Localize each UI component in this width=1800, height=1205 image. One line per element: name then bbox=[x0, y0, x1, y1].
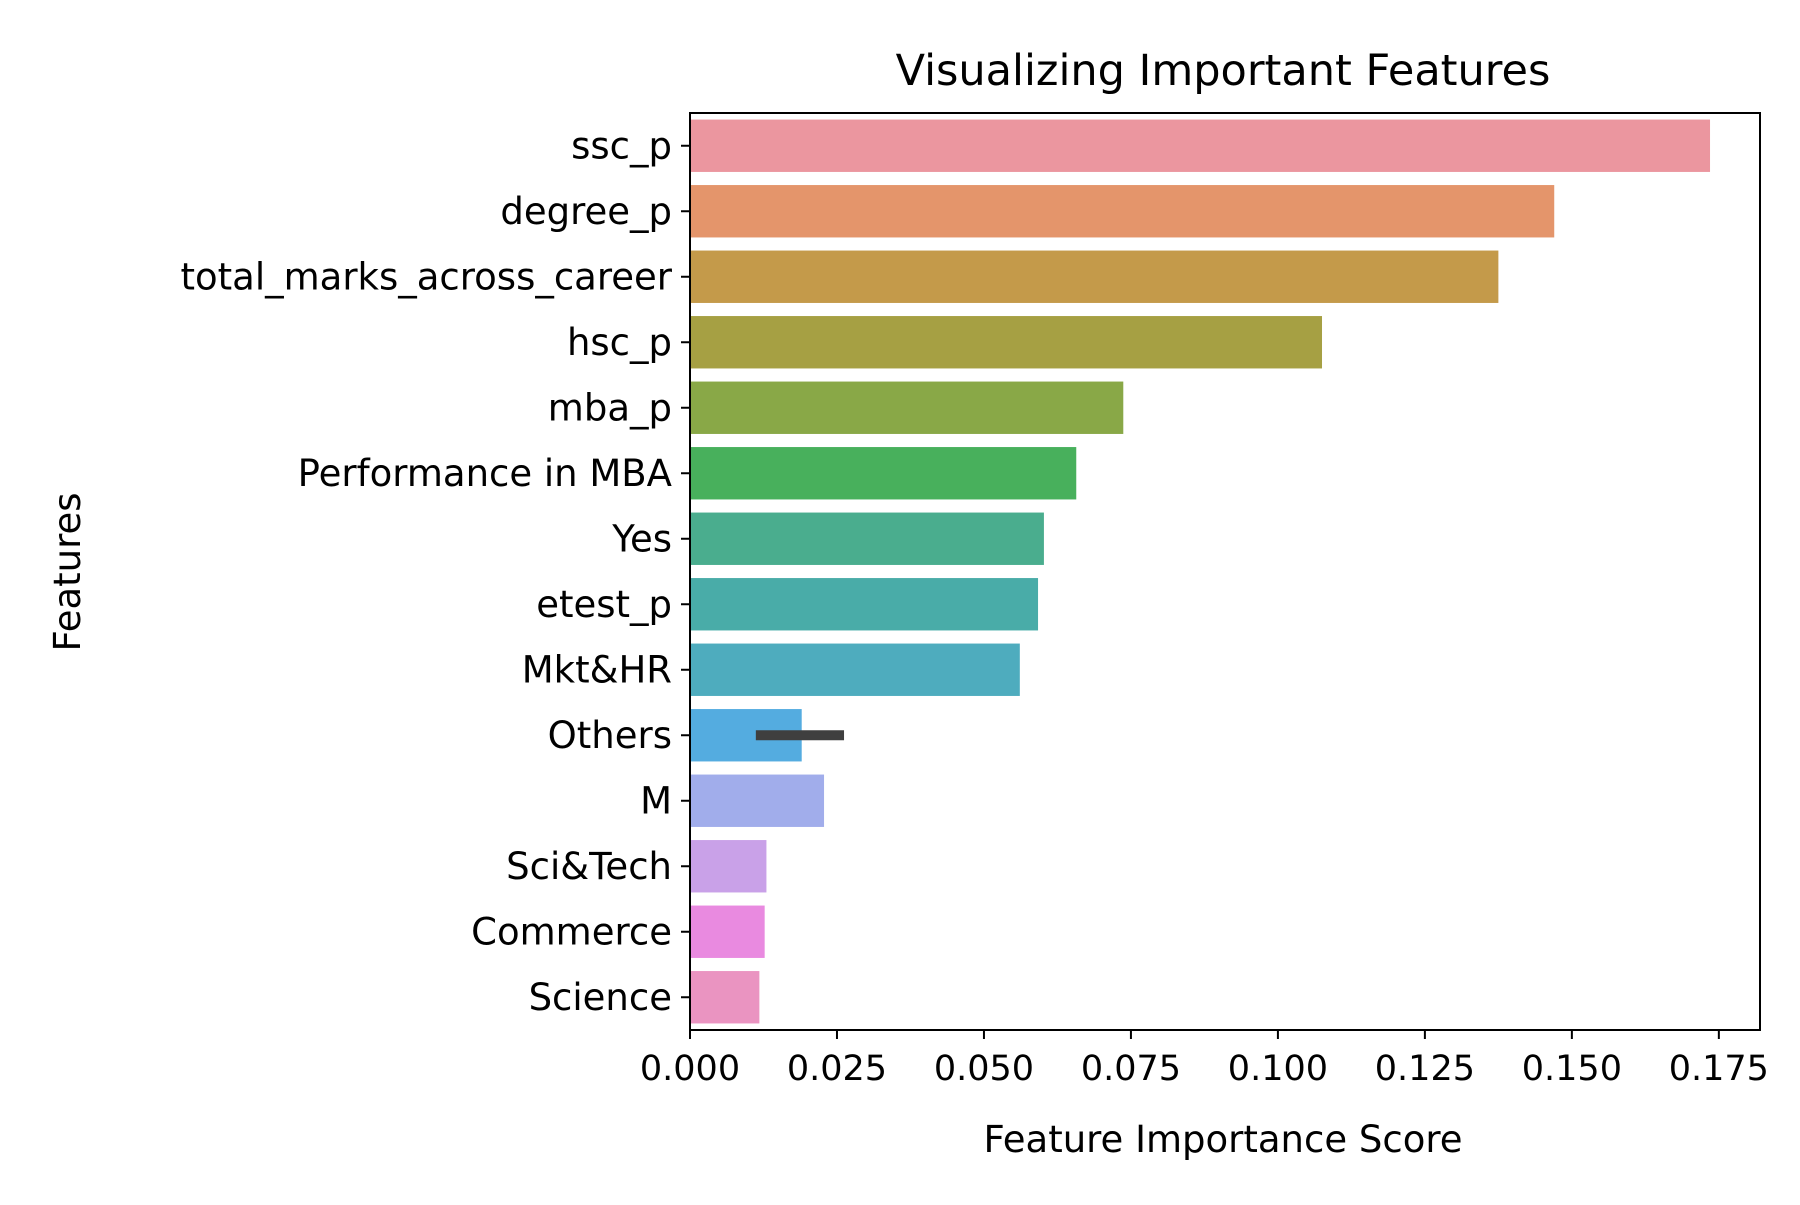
x-tick-label: 0.150 bbox=[1522, 1049, 1622, 1089]
x-tick-label: 0.050 bbox=[934, 1049, 1034, 1089]
y-tick-label: M bbox=[640, 779, 672, 822]
bars-group bbox=[690, 119, 1711, 1024]
y-axis-title: Features bbox=[46, 492, 89, 651]
plot-frame bbox=[689, 112, 1761, 1031]
x-tick-label: 0.025 bbox=[787, 1049, 887, 1089]
bar-science bbox=[690, 971, 760, 1024]
bar-mkt-and-hr bbox=[690, 643, 1020, 696]
y-tick-label: Science bbox=[529, 976, 672, 1019]
x-axis: 0.000 0.025 0.050 0.075 0.100 0.125 0.150 0.175 bbox=[640, 1030, 1769, 1089]
y-tick-label: etest_p bbox=[536, 583, 672, 626]
y-tick-label: degree_p bbox=[500, 190, 672, 233]
y-tick-label: Mkt&HR bbox=[522, 648, 672, 691]
y-tick-label: Commerce bbox=[471, 910, 672, 953]
y-tick-label: Yes bbox=[611, 517, 672, 560]
bar-degree-p bbox=[690, 185, 1555, 238]
x-axis-title: Feature Importance Score bbox=[984, 1118, 1463, 1161]
bar-ssc-p bbox=[690, 119, 1711, 172]
bar-m bbox=[690, 774, 825, 827]
y-tick-label: total_marks_across_career bbox=[181, 255, 673, 298]
bar-mba-p bbox=[690, 381, 1124, 434]
y-tick-label: hsc_p bbox=[567, 321, 672, 364]
bar-etest-p bbox=[690, 578, 1039, 631]
y-tick-label: ssc_p bbox=[571, 124, 672, 167]
x-tick-label: 0.125 bbox=[1375, 1049, 1475, 1089]
bar-hsc-p bbox=[690, 316, 1323, 369]
bar-performance-in-mba bbox=[690, 447, 1077, 500]
chart-title: Visualizing Important Features bbox=[896, 46, 1551, 96]
x-tick-label: 0.000 bbox=[640, 1049, 740, 1089]
bar-yes bbox=[690, 512, 1044, 565]
x-tick-label: 0.175 bbox=[1669, 1049, 1769, 1089]
bar-commerce bbox=[690, 905, 765, 958]
y-tick-label: Sci&Tech bbox=[506, 845, 672, 888]
y-axis: ssc_p degree_p total_marks_across_careerhs… bbox=[181, 124, 690, 1019]
y-tick-label: Others bbox=[548, 714, 672, 757]
y-tick-label: Performance in MBA bbox=[298, 452, 672, 495]
x-tick-label: 0.075 bbox=[1081, 1049, 1181, 1089]
bar-total-marks-across-career bbox=[690, 250, 1499, 303]
y-tick-label: mba_p bbox=[548, 386, 672, 429]
bar-sci-and-tech bbox=[690, 840, 767, 893]
x-tick-label: 0.100 bbox=[1228, 1049, 1328, 1089]
